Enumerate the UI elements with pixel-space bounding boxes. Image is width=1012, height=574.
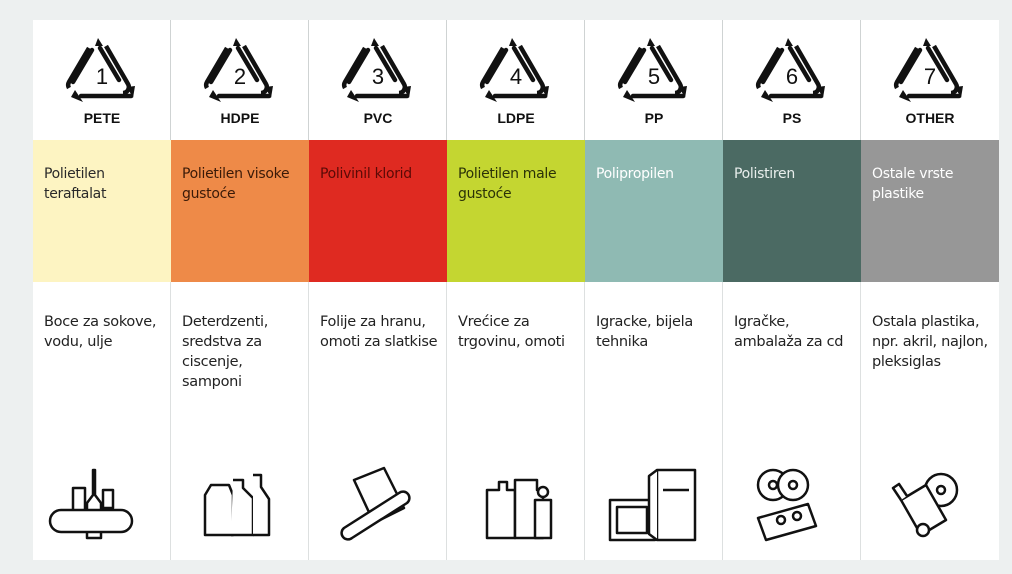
recycle-symbol: 7 OTHER — [893, 38, 963, 126]
resin-code: PP — [645, 110, 664, 126]
resin-code: HDPE — [221, 110, 260, 126]
plastic-column: 2 HDPE Polietilen visoke gustoće Deterdzent… — [171, 20, 309, 560]
plastic-uses: Folije za hranu, omoti za slatkise — [320, 314, 438, 350]
plastic-uses: Deterdzenti, sredstva za ciscenje, sampo… — [182, 314, 269, 390]
plastic-name: Polietilen teraftalat — [44, 166, 107, 202]
plastic-uses: Ostala plastika, npr. akril, najlon, ple… — [872, 314, 988, 370]
recycle-arrows — [203, 38, 273, 102]
separator — [170, 282, 171, 560]
resin-code: OTHER — [906, 110, 955, 126]
plastic-name: Polipropilen — [596, 166, 674, 182]
recycle-symbol: 1 PETE — [65, 38, 135, 126]
separator — [722, 282, 723, 560]
color-band: Polivinil klorid — [309, 140, 447, 282]
color-band: Polipropilen — [585, 140, 723, 282]
color-band: Polietilen male gustoće — [447, 140, 585, 282]
resin-number: 1 — [96, 64, 108, 89]
resin-number: 6 — [786, 64, 798, 89]
separator — [308, 20, 309, 140]
product-icon — [891, 472, 959, 538]
plastic-name: Polietilen visoke gustoće — [182, 166, 290, 202]
resin-code: PS — [783, 110, 802, 126]
color-band: Polietilen teraftalat — [33, 140, 171, 282]
resin-number: 2 — [234, 64, 246, 89]
recycle-symbol: 6 PS — [755, 38, 825, 126]
separator — [860, 282, 861, 560]
plastic-column: 1 PETE Polietilen teraftalat Boce za sokove… — [33, 20, 171, 560]
plastic-uses: Vrećice za trgovinu, omoti — [458, 314, 565, 350]
recycle-symbol: 3 PVC — [341, 38, 411, 126]
resin-number: 3 — [372, 64, 384, 89]
plastic-name: Polivinil klorid — [320, 166, 412, 182]
recycling-chart: 1 PETE Polietilen teraftalat Boce za sokove… — [33, 20, 999, 560]
color-band: Ostale vrste plastike — [861, 140, 999, 282]
plastic-column: 5 PP Polipropilen Igracke, bijela tehnika — [585, 20, 723, 560]
recycle-arrows — [341, 38, 411, 102]
resin-code: LDPE — [497, 110, 534, 126]
recycle-symbol: 2 HDPE — [203, 38, 273, 126]
plastic-column: 7 OTHER Ostale vrste plastike Ostala plasti… — [861, 20, 999, 560]
separator — [170, 20, 171, 140]
color-band: Polietilen visoke gustoće — [171, 140, 309, 282]
product-icon — [485, 478, 553, 540]
plastic-column: 4 LDPE Polietilen male gustoće Vrećice za t… — [447, 20, 585, 560]
separator — [584, 282, 585, 560]
product-icon — [756, 468, 818, 542]
resin-number: 7 — [924, 64, 936, 89]
separator — [584, 20, 585, 140]
plastic-name: Polistiren — [734, 166, 795, 182]
separator — [860, 20, 861, 140]
recycle-arrows — [479, 38, 549, 102]
product-icon — [608, 468, 697, 542]
recycle-symbol: 5 PP — [617, 38, 687, 126]
product-icon — [340, 466, 411, 541]
product-icon — [48, 468, 134, 540]
recycle-arrows — [893, 38, 963, 102]
color-band: Polistiren — [723, 140, 861, 282]
plastic-name: Ostale vrste plastike — [872, 166, 954, 202]
plastic-uses: Boce za sokove, vodu, ulje — [44, 314, 157, 350]
resin-code: PETE — [84, 110, 121, 126]
separator — [308, 282, 309, 560]
separator — [722, 20, 723, 140]
separator — [446, 282, 447, 560]
resin-code: PVC — [364, 110, 393, 126]
recycle-arrows — [617, 38, 687, 102]
plastic-column: 6 PS Polistiren Igračke, ambalaža za cd — [723, 20, 861, 560]
plastic-uses: Igračke, ambalaža za cd — [734, 314, 844, 350]
separator — [446, 20, 447, 140]
product-icon — [203, 473, 271, 537]
recycle-arrows — [755, 38, 825, 102]
recycle-arrows — [65, 38, 135, 102]
plastic-uses: Igracke, bijela tehnika — [596, 314, 693, 350]
resin-number: 4 — [510, 64, 522, 89]
recycle-symbol: 4 LDPE — [479, 38, 549, 126]
resin-number: 5 — [648, 64, 660, 89]
plastic-column: 3 PVC Polivinil klorid Folije za hranu, omo… — [309, 20, 447, 560]
plastic-name: Polietilen male gustoće — [458, 166, 557, 202]
